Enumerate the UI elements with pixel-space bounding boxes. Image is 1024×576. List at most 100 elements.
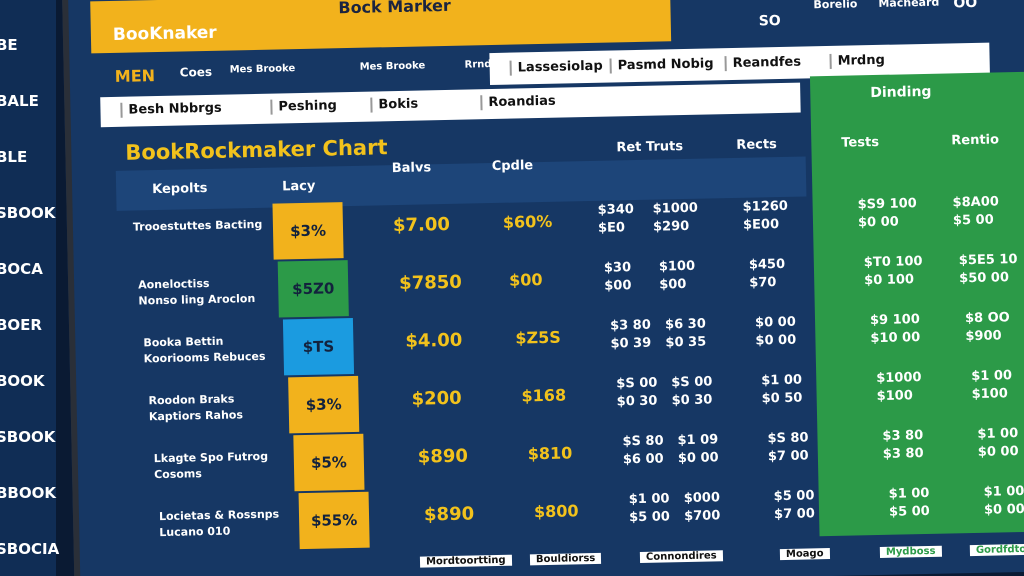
nav-item[interactable]: MEN bbox=[114, 66, 156, 86]
cell: $100 bbox=[971, 386, 1008, 403]
cell: $3 80 bbox=[609, 317, 651, 334]
sidebar-item[interactable]: SBOOK bbox=[0, 428, 56, 446]
badge: $3% bbox=[288, 375, 360, 434]
cell: $0 00 bbox=[983, 501, 1024, 518]
sidebar-item[interactable]: SBOCIA bbox=[0, 540, 60, 558]
cell: $S 80 bbox=[622, 433, 664, 450]
column-header: Rentio bbox=[951, 132, 1000, 149]
footer-item[interactable]: Gordfdto bbox=[969, 543, 1024, 557]
tab[interactable]: Mrdng bbox=[829, 52, 885, 69]
brand: BooKnaker bbox=[112, 22, 217, 45]
cell: $5 00 bbox=[952, 212, 994, 229]
sidebar-item[interactable]: BOER bbox=[0, 316, 42, 334]
cell: $1000 bbox=[876, 370, 922, 387]
cell: $S 00 bbox=[671, 374, 713, 391]
cell: $8 OO bbox=[964, 310, 1010, 327]
sidebar-item[interactable]: BBOOK bbox=[0, 484, 56, 502]
row-name: Roodon Braks bbox=[148, 392, 235, 408]
cell: $9 100 bbox=[869, 312, 920, 329]
cell: $100 bbox=[658, 258, 696, 275]
cell: $1 00 bbox=[761, 372, 803, 389]
sidebar-item[interactable]: BOCA bbox=[0, 260, 43, 278]
cell: $E00 bbox=[742, 217, 780, 233]
cell: $T0 100 bbox=[863, 254, 923, 271]
cell: $E0 bbox=[597, 220, 626, 236]
subtab[interactable]: Besh Nbbrgs bbox=[120, 100, 222, 118]
subtab[interactable]: Peshing bbox=[270, 98, 337, 115]
cell: $1 00 bbox=[888, 485, 930, 502]
cell: $000 bbox=[683, 490, 721, 507]
cell: $3 80 bbox=[882, 446, 924, 462]
cell: $890 bbox=[417, 445, 469, 468]
cell: $1 00 bbox=[628, 491, 670, 508]
column-header: Kepolts bbox=[152, 180, 208, 198]
footer-item[interactable]: Bouldiorss bbox=[529, 552, 602, 566]
badge: $5Z0 bbox=[277, 260, 349, 318]
row-name: Aoneloctiss bbox=[138, 276, 210, 292]
cell: $60% bbox=[502, 211, 553, 232]
header-item[interactable]: OO bbox=[953, 0, 978, 12]
sidebar-item[interactable]: BOOK bbox=[0, 372, 45, 390]
nav-item[interactable]: Coes bbox=[179, 64, 213, 80]
cell: $S 80 bbox=[767, 430, 809, 447]
cell: $168 bbox=[521, 385, 567, 406]
cell: $5 00 bbox=[628, 509, 671, 526]
cell: $1260 bbox=[742, 198, 789, 215]
sidebar-item[interactable]: BALE bbox=[0, 92, 39, 110]
chart-title: BookRockmaker Chart bbox=[125, 135, 388, 165]
column-header-bar bbox=[115, 156, 807, 211]
cell: $7.00 bbox=[392, 213, 451, 237]
cell: $50 00 bbox=[959, 270, 1010, 287]
panel-label: Dinding bbox=[870, 83, 932, 102]
header-item[interactable]: SO bbox=[758, 12, 781, 30]
cell: $6 30 bbox=[664, 316, 706, 333]
board: BooKnaker Bock Marker SO Borelio Macheard OO M… bbox=[62, 0, 1024, 576]
footer-item[interactable]: Mydboss bbox=[879, 545, 942, 558]
cell: $0 00 bbox=[857, 214, 899, 231]
header-item[interactable]: Borelio bbox=[813, 0, 858, 12]
badge: $5% bbox=[293, 433, 365, 492]
cell: $7 00 bbox=[767, 448, 809, 465]
cell: $1 00 bbox=[983, 483, 1024, 500]
cell: $450 bbox=[748, 256, 786, 273]
subtab[interactable]: Roandias bbox=[480, 93, 556, 111]
cell: $S9 100 bbox=[857, 196, 917, 213]
sidebar: BE BALE BLE SBOOK BOCA BOER BOOK SBOOK BBOOK SBOC… bbox=[0, 0, 60, 576]
sidebar-item[interactable]: BLE bbox=[0, 148, 28, 166]
nav-item[interactable]: Mes Brooke bbox=[359, 60, 426, 73]
tab[interactable]: Reandfes bbox=[724, 54, 802, 72]
cell: $3 80 bbox=[882, 428, 924, 444]
badge: $3% bbox=[272, 202, 344, 260]
header-title: Bock Marker bbox=[338, 0, 452, 18]
cell: $70 bbox=[749, 275, 777, 291]
cell: $1 00 bbox=[977, 426, 1019, 442]
row-name: Trooestuttes Bacting bbox=[132, 217, 263, 234]
cell: $8A00 bbox=[952, 194, 1000, 211]
cell: $700 bbox=[683, 508, 721, 525]
row-name: Locietas & Rossnps bbox=[158, 507, 280, 524]
cell: $5 00 bbox=[888, 503, 930, 520]
cell: $0 00 bbox=[755, 332, 797, 349]
footer-item[interactable]: Moago bbox=[779, 548, 830, 561]
footer-item[interactable]: Mordtoortting bbox=[419, 554, 512, 568]
cell: $0 39 bbox=[610, 335, 652, 352]
column-header: Rects bbox=[736, 137, 778, 153]
subtab[interactable]: Bokis bbox=[370, 96, 419, 113]
nav-item[interactable]: Mes Brooke bbox=[229, 63, 296, 76]
cell: $0 00 bbox=[677, 450, 719, 467]
tab[interactable]: Lassesiolap bbox=[509, 58, 603, 76]
row-name: Kaptiors Rahos bbox=[148, 408, 244, 424]
cell: $S 00 bbox=[616, 375, 658, 392]
sidebar-item[interactable]: SBOOK bbox=[0, 204, 56, 222]
tab[interactable]: Pasmd Nobig bbox=[609, 56, 714, 74]
header-item[interactable]: Macheard bbox=[878, 0, 940, 10]
cell: $900 bbox=[965, 328, 1002, 345]
sidebar-item[interactable]: BE bbox=[0, 36, 18, 54]
cell: $7850 bbox=[398, 271, 463, 295]
cell: $810 bbox=[527, 443, 573, 464]
cell: $0 30 bbox=[671, 392, 713, 409]
column-header: Balvs bbox=[391, 160, 432, 177]
cell: $800 bbox=[533, 501, 579, 522]
cell: $340 bbox=[597, 202, 635, 218]
footer-item[interactable]: Connondires bbox=[639, 550, 723, 564]
